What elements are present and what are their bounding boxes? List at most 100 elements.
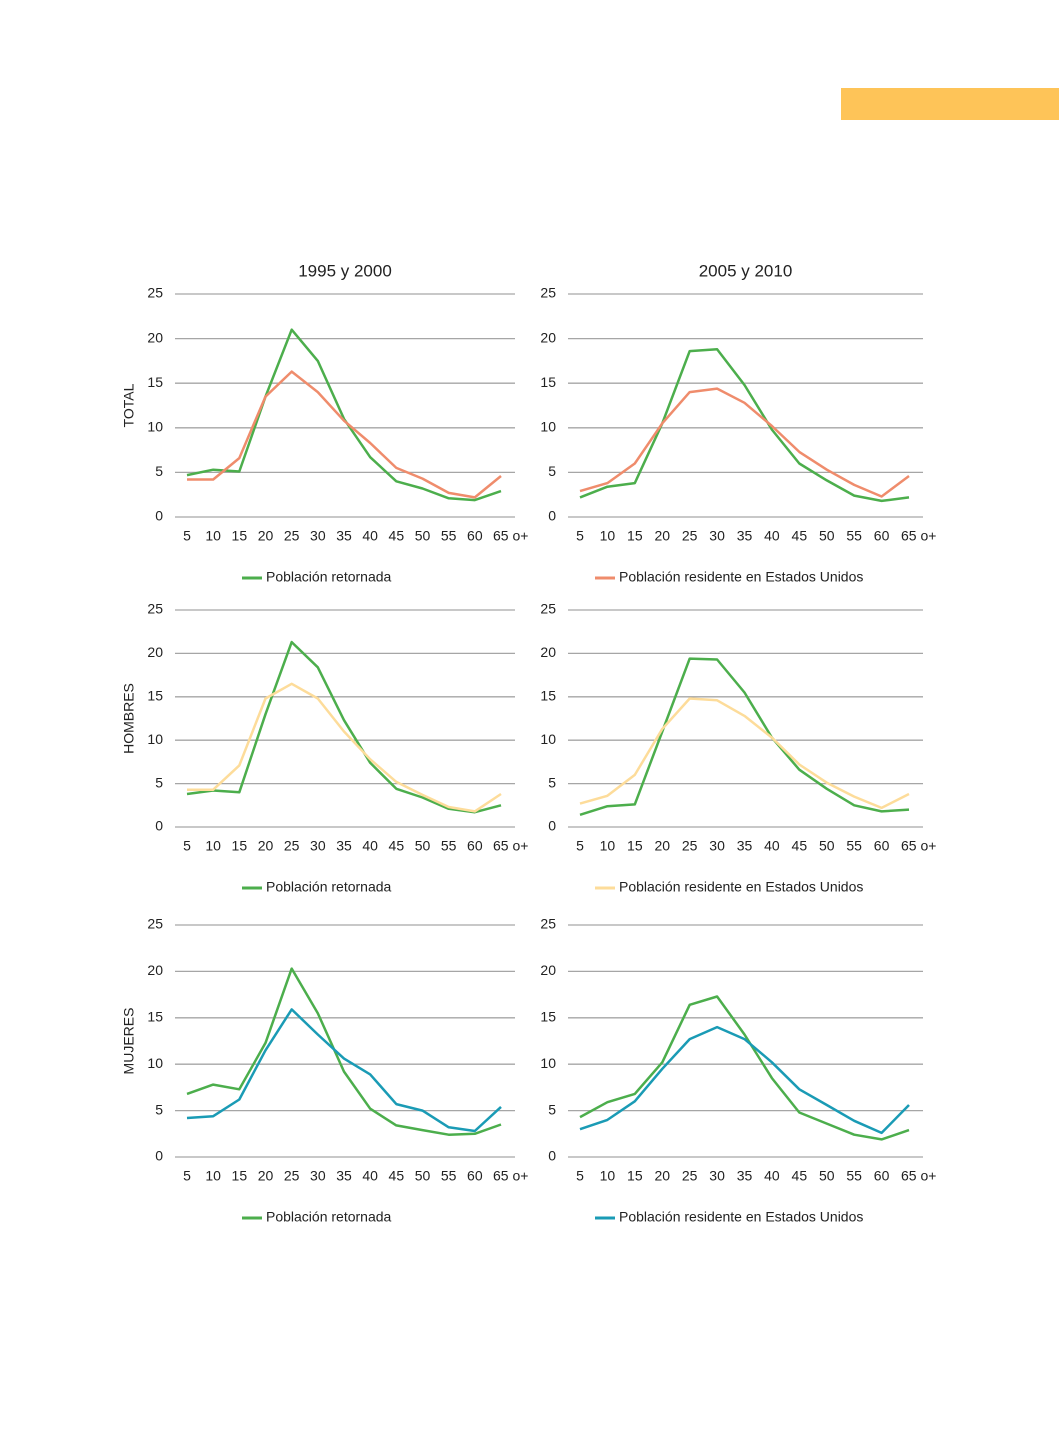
x-tick-label: 40 (362, 1168, 378, 1184)
x-tick-label: 15 (232, 528, 248, 544)
x-tick-label: 45 (792, 528, 808, 544)
x-tick-label: 5 (183, 838, 191, 854)
x-tick-label: 5 (576, 1168, 584, 1184)
y-tick-label: 15 (540, 374, 556, 390)
x-tick-label: 35 (737, 528, 753, 544)
x-tick-label: 30 (709, 838, 725, 854)
y-tick-label: 20 (540, 962, 556, 978)
y-tick-label: 20 (147, 962, 163, 978)
y-tick-label: 0 (155, 1148, 163, 1164)
legend-label: Población retornada (266, 1209, 392, 1225)
x-tick-label: 40 (764, 528, 780, 544)
x-tick-label: 10 (600, 528, 616, 544)
x-tick-label: 40 (362, 838, 378, 854)
y-axis-label: MUJERES (121, 1008, 137, 1075)
y-tick-label: 10 (540, 731, 556, 747)
x-tick-label: 30 (310, 528, 326, 544)
y-tick-label: 0 (548, 508, 556, 524)
y-axis-label: HOMBRES (121, 683, 137, 754)
x-tick-label: 65 o+ (493, 528, 528, 544)
series-line (187, 370, 502, 499)
x-tick-label: 45 (792, 1168, 808, 1184)
x-tick-label: 55 (441, 838, 457, 854)
x-tick-label: 35 (336, 1168, 352, 1184)
y-tick-label: 25 (540, 285, 556, 301)
y-tick-label: 25 (147, 601, 163, 617)
x-tick-label: 30 (310, 1168, 326, 1184)
x-tick-label: 50 (819, 838, 835, 854)
x-tick-label: 25 (284, 528, 300, 544)
series-line (186, 1008, 502, 1133)
x-tick-label: 65 o+ (901, 838, 936, 854)
y-tick-label: 10 (147, 731, 163, 747)
y-tick-label: 25 (540, 916, 556, 932)
x-tick-label: 35 (336, 528, 352, 544)
x-tick-label: 15 (627, 528, 643, 544)
y-axis-label: TOTAL (121, 383, 137, 427)
legend-label: Población residente en Estados Unidos (619, 879, 863, 895)
x-tick-label: 25 (682, 1168, 698, 1184)
y-tick-label: 15 (147, 1009, 163, 1025)
x-tick-label: 65 o+ (493, 1168, 528, 1184)
x-tick-label: 45 (389, 838, 405, 854)
x-tick-label: 15 (232, 1168, 248, 1184)
legend-label: Población residente en Estados Unidos (619, 569, 863, 585)
x-tick-label: 60 (874, 1168, 890, 1184)
x-tick-label: 5 (183, 1168, 191, 1184)
x-tick-label: 20 (258, 528, 274, 544)
x-tick-label: 20 (654, 838, 670, 854)
x-tick-label: 15 (232, 838, 248, 854)
y-tick-label: 10 (147, 419, 163, 435)
y-tick-label: 5 (548, 463, 556, 479)
chart-title: 1995 y 2000 (298, 261, 392, 280)
x-tick-label: 20 (654, 528, 670, 544)
x-tick-label: 45 (792, 838, 808, 854)
legend-label: Población residente en Estados Unidos (619, 1209, 863, 1225)
x-tick-label: 50 (415, 528, 431, 544)
y-tick-label: 5 (155, 463, 163, 479)
y-tick-label: 25 (540, 601, 556, 617)
y-tick-label: 20 (540, 644, 556, 660)
y-tick-label: 15 (540, 1009, 556, 1025)
header-band (841, 88, 1059, 120)
x-tick-label: 30 (709, 1168, 725, 1184)
series-line (186, 967, 502, 1136)
series-line (579, 697, 910, 810)
x-tick-label: 5 (183, 528, 191, 544)
y-tick-label: 5 (155, 774, 163, 790)
y-tick-label: 0 (548, 1148, 556, 1164)
series-line (579, 995, 910, 1141)
x-tick-label: 25 (682, 838, 698, 854)
y-tick-label: 10 (540, 1055, 556, 1071)
x-tick-label: 50 (415, 1168, 431, 1184)
legend-label: Población retornada (266, 879, 392, 895)
x-tick-label: 10 (600, 838, 616, 854)
y-tick-label: 20 (540, 329, 556, 345)
y-tick-label: 5 (548, 774, 556, 790)
x-tick-label: 25 (284, 1168, 300, 1184)
x-tick-label: 30 (310, 838, 326, 854)
x-tick-label: 60 (874, 838, 890, 854)
x-tick-label: 20 (258, 838, 274, 854)
y-tick-label: 0 (155, 508, 163, 524)
y-tick-label: 15 (147, 688, 163, 704)
y-tick-label: 25 (147, 916, 163, 932)
x-tick-label: 45 (389, 528, 405, 544)
x-tick-label: 50 (819, 1168, 835, 1184)
x-tick-label: 40 (362, 528, 378, 544)
x-tick-label: 30 (709, 528, 725, 544)
series-line (187, 682, 502, 813)
x-tick-label: 55 (846, 838, 862, 854)
chart-title: 2005 y 2010 (699, 261, 793, 280)
x-tick-label: 60 (467, 1168, 483, 1184)
y-tick-label: 10 (540, 419, 556, 435)
series-line (579, 1025, 910, 1135)
x-tick-label: 55 (846, 528, 862, 544)
series-line (579, 657, 910, 816)
x-tick-label: 10 (205, 528, 221, 544)
x-tick-label: 5 (576, 838, 584, 854)
x-tick-label: 15 (627, 838, 643, 854)
